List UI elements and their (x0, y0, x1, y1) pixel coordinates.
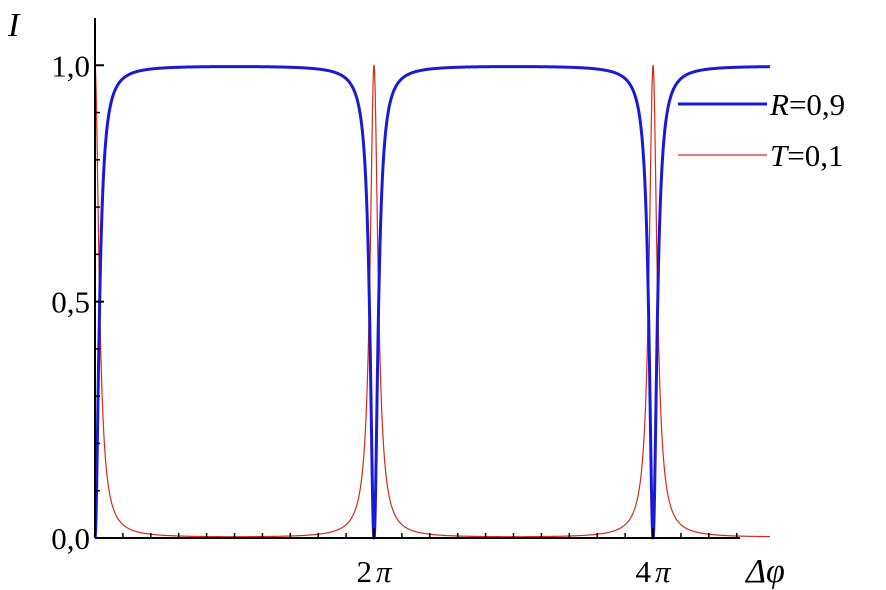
legend: R=0,9 T=0,1 (678, 87, 845, 173)
series-line-r (93, 65, 772, 540)
legend-label-t-var: T (770, 138, 790, 173)
y-tick-label-2: 1,0 (51, 48, 90, 83)
series-line-t (94, 64, 771, 538)
labels-layer: I Δφ (7, 7, 785, 590)
y-tick-label-1: 0,5 (51, 285, 90, 320)
y-axis-label: I (7, 7, 21, 44)
legend-label-r-val: =0,9 (789, 87, 845, 122)
x-axis-label: Δφ (744, 553, 785, 590)
ticks-layer: 0,0 0,5 1,0 2 π 4 π (51, 48, 738, 589)
y-tick-label-0: 0,0 (51, 521, 90, 556)
legend-label-t: T=0,1 (770, 138, 843, 173)
legend-label-r: R=0,9 (769, 87, 845, 122)
axes-layer (94, 18, 740, 539)
series-layer (93, 64, 772, 540)
legend-label-r-var: R (769, 87, 789, 122)
legend-label-t-val: =0,1 (787, 138, 843, 173)
